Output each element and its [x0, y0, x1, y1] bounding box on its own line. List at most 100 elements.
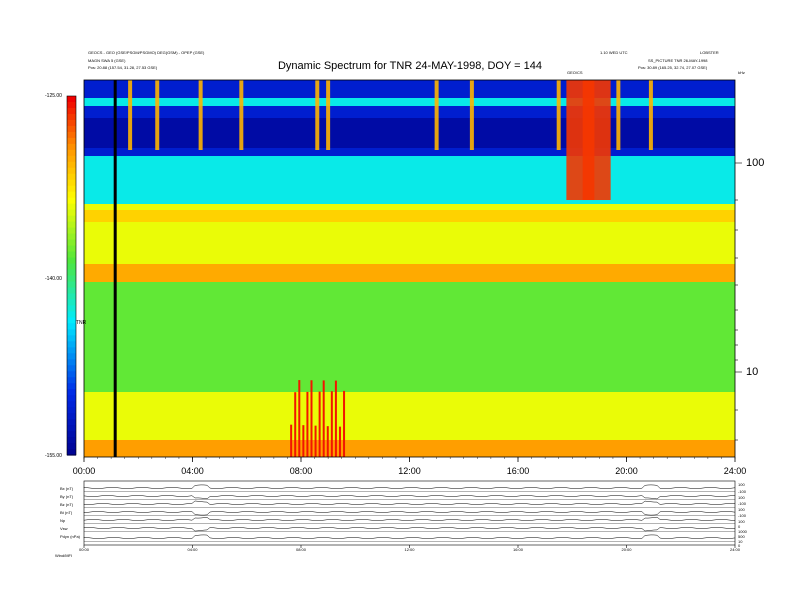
colorbar-tick-top: -125.00 — [45, 93, 62, 99]
bottom-x-tick-5: 20:00 — [621, 547, 632, 552]
x-tick-1: 04:00 — [181, 466, 204, 476]
bottom-row-label-1: Bx (nT) — [60, 486, 74, 491]
colorbar-segment — [67, 305, 76, 312]
colorbar-segment — [67, 317, 76, 324]
colorbar-segment — [67, 269, 76, 277]
bottom-right-tick-7: 100 — [738, 519, 745, 524]
chart-title: Dynamic Spectrum for TNR 24-MAY-1998, DO… — [277, 60, 542, 72]
colorbar-segment — [67, 197, 76, 205]
bottom-x-tick-0: 00:00 — [78, 547, 89, 552]
low-freq-spike — [318, 391, 321, 457]
colorbar-segment — [67, 239, 76, 247]
x-tick-3: 12:00 — [398, 466, 421, 476]
colorbar-label: TNR — [76, 320, 87, 326]
bottom-row-label-2: By (nT) — [60, 494, 74, 499]
header-right-3: SS_PICTURE TNR 26-MAY-1998 — [648, 58, 708, 63]
colorbar-segment — [67, 257, 76, 265]
spectrogram-band-orange-line — [84, 264, 735, 282]
burst-streak — [128, 80, 133, 150]
colorbar-segment — [67, 113, 76, 121]
spectrogram-band-lower-orange — [84, 440, 735, 457]
low-freq-spike — [326, 426, 329, 457]
spectrogram-band-yellow-bottom — [84, 392, 735, 437]
bottom-panel-frame — [83, 480, 736, 546]
bottom-right-tick-6: -100 — [738, 513, 747, 518]
colorbar-segment — [67, 221, 76, 229]
colorbar-tick-bottom: -155.00 — [45, 453, 62, 459]
colorbar-segment — [67, 131, 76, 139]
bottom-right-tick-9: 1000 — [738, 529, 747, 534]
colorbar-segment — [67, 407, 76, 414]
bottom-right-tick-11: 10 — [738, 539, 743, 544]
colorbar-segment — [67, 281, 76, 289]
colorbar-segment — [67, 185, 76, 193]
colorbar-frame — [66, 95, 77, 456]
burst-streak — [155, 80, 160, 150]
colorbar-segment — [67, 275, 76, 283]
bottom-right-tick-2: -100 — [738, 489, 747, 494]
low-freq-spike — [314, 425, 317, 457]
colorbar-segment — [67, 107, 76, 115]
bottom-x-tick-2: 08:00 — [295, 547, 306, 552]
colorbar-segment — [67, 215, 76, 223]
burst-streak — [616, 80, 621, 150]
spectrogram-band-upper-yellow — [84, 210, 735, 222]
low-freq-spike — [290, 424, 293, 457]
colorbar-segment — [67, 437, 76, 444]
marker-line — [113, 80, 117, 457]
colorbar-segment — [67, 353, 76, 360]
colorbar-segment — [67, 167, 76, 175]
bottom-right-tick-3: 100 — [738, 495, 745, 500]
burst-streak — [556, 80, 561, 150]
colorbar-segment — [67, 299, 76, 307]
x-tick-0: 00:00 — [72, 466, 96, 476]
colorbar-segment — [67, 245, 76, 253]
bottom-panel-trace — [83, 500, 736, 505]
y-tick-100: 100 — [746, 157, 765, 169]
bottom-x-tick-4: 16:00 — [512, 547, 523, 552]
low-freq-spike — [294, 392, 297, 457]
colorbar-segment — [67, 209, 76, 217]
bottom-panel-trace — [83, 495, 736, 500]
bottom-row-label-3: Bz (nT) — [60, 502, 74, 507]
bottom-x-tick-3: 12:00 — [404, 547, 415, 552]
colorbar-segment — [67, 443, 76, 450]
bottom-panel-trace — [83, 484, 736, 489]
bottom-row-label-5: Np — [60, 518, 66, 523]
low-freq-spike — [343, 390, 346, 457]
low-freq-spike — [330, 391, 333, 457]
low-freq-spike — [298, 380, 301, 457]
colorbar-segment — [67, 263, 76, 271]
header-mid: GEO/CS — [567, 70, 583, 75]
colorbar-tick-mid: -140.00 — [45, 276, 62, 282]
bottom-right-tick-12: 0 — [738, 543, 741, 548]
colorbar-segment — [67, 96, 76, 103]
colorbar-segment — [67, 419, 76, 426]
colorbar-segment — [67, 449, 76, 456]
colorbar-segment — [67, 401, 76, 408]
colorbar-segment — [67, 389, 76, 396]
burst-streak — [648, 80, 653, 150]
bottom-x-tick-6: 24:00 — [729, 547, 740, 552]
colorbar-segment — [67, 365, 76, 372]
bottom-row-label-6: Vsw — [60, 526, 68, 531]
header-right-4: Pos: 30.89 (165.25, 32.74, 27.07 GSE) — [638, 65, 708, 70]
colorbar-segment — [67, 377, 76, 384]
colorbar-segment — [67, 137, 76, 145]
burst-streak — [239, 80, 244, 150]
header-left-2: MAGN SWA 5 (GSE) — [88, 58, 126, 63]
burst-streak — [582, 80, 611, 200]
colorbar-segment — [67, 287, 76, 295]
low-freq-spike — [310, 380, 313, 457]
bottom-row-label-4: Bt (nT) — [60, 510, 73, 515]
bottom-right-tick-1: 100 — [738, 482, 745, 487]
header-left-3: Pos: 20.88 (157.54, 31.28, 27.53 GSE) — [88, 65, 158, 70]
colorbar-segment — [67, 173, 76, 181]
bottom-right-tick-8: 0 — [738, 524, 741, 529]
x-tick-6: 24:00 — [723, 466, 747, 476]
bottom-panel-trace — [83, 534, 736, 539]
bottom-panel-trace — [83, 516, 736, 521]
spectrogram-band-cyan-continuum — [84, 156, 735, 204]
colorbar-segment — [67, 311, 76, 318]
bottom-panel-trace — [83, 511, 736, 516]
